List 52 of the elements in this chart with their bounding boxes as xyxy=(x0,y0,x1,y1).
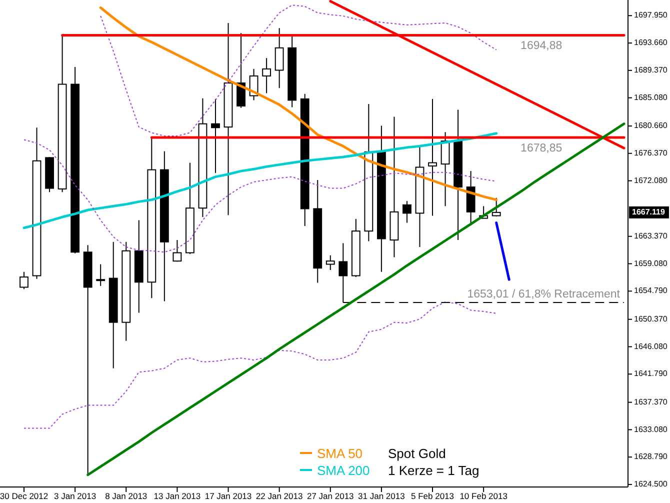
line-series xyxy=(24,139,497,253)
y-tick-label: 1641.790 xyxy=(634,369,668,378)
line-series xyxy=(99,6,498,202)
legend-label: SMA 200 xyxy=(317,463,370,478)
x-tick-label: 27 Jan 2013 xyxy=(306,491,354,501)
y-tick-label: 1676.370 xyxy=(634,148,668,158)
y-tick-label: 1637.370 xyxy=(634,397,668,406)
y-tick-label: 1659.080 xyxy=(634,258,668,268)
candlestick xyxy=(492,197,501,217)
candlestick xyxy=(236,32,246,108)
line-series xyxy=(100,4,497,136)
y-tick-label: 1693.660 xyxy=(634,38,668,48)
x-tick-label: 30 Dec 2012 xyxy=(0,491,48,501)
legend-label: SMA 50 xyxy=(317,446,363,461)
line-series xyxy=(24,301,497,429)
y-tick-label: 1628.790 xyxy=(634,452,668,462)
x-tick-label: 10 Feb 2013 xyxy=(460,491,508,501)
line-series xyxy=(22,132,498,230)
y-tick-label: 1624.500 xyxy=(634,480,668,489)
annotation: Spot Gold xyxy=(388,446,446,461)
y-tick-label: 1650.370 xyxy=(634,314,668,324)
y-tick-label: 1672.080 xyxy=(634,176,668,185)
candlestick xyxy=(326,254,335,270)
x-tick-label: 13 Jan 2013 xyxy=(154,491,201,501)
y-tick-label: 1697.950 xyxy=(634,10,668,20)
y-tick-label: 1646.080 xyxy=(634,342,668,351)
candlestick xyxy=(172,239,182,262)
x-tick-label: 3 Jan 2013 xyxy=(54,491,96,501)
x-tick-label: 5 Feb 2013 xyxy=(411,491,454,501)
x-tick-label: 8 Jan 2013 xyxy=(105,491,148,501)
y-tick-label: 1689.370 xyxy=(634,66,668,75)
x-tick-label: 22 Jan 2013 xyxy=(256,491,303,501)
y-tick-label: 1680.660 xyxy=(634,121,668,130)
x-tick-label: 17 Jan 2013 xyxy=(204,491,252,501)
y-tick-label: 1663.370 xyxy=(634,231,668,240)
candlestick xyxy=(402,200,412,224)
x-tick-label: 31 Jan 2013 xyxy=(358,491,406,501)
annotation: 1667.119 xyxy=(632,208,666,217)
series-label: 1678,85 xyxy=(520,142,562,155)
series-label: 1653,01 / 61,8% Retracement xyxy=(467,288,621,300)
candlestick xyxy=(96,264,106,286)
candlestick xyxy=(274,28,284,89)
y-tick-label: 1633.080 xyxy=(634,424,668,434)
annotation: 1 Kerze = 1 Tag xyxy=(388,463,480,478)
candlestick xyxy=(428,98,437,216)
series-label: 1694,88 xyxy=(520,40,562,52)
line-series xyxy=(86,122,626,476)
candlestick xyxy=(211,98,220,174)
y-tick-label: 1654.790 xyxy=(634,286,668,296)
y-tick-label: 1685.080 xyxy=(634,92,668,102)
candlestick xyxy=(262,58,272,94)
candlestick xyxy=(20,271,28,290)
